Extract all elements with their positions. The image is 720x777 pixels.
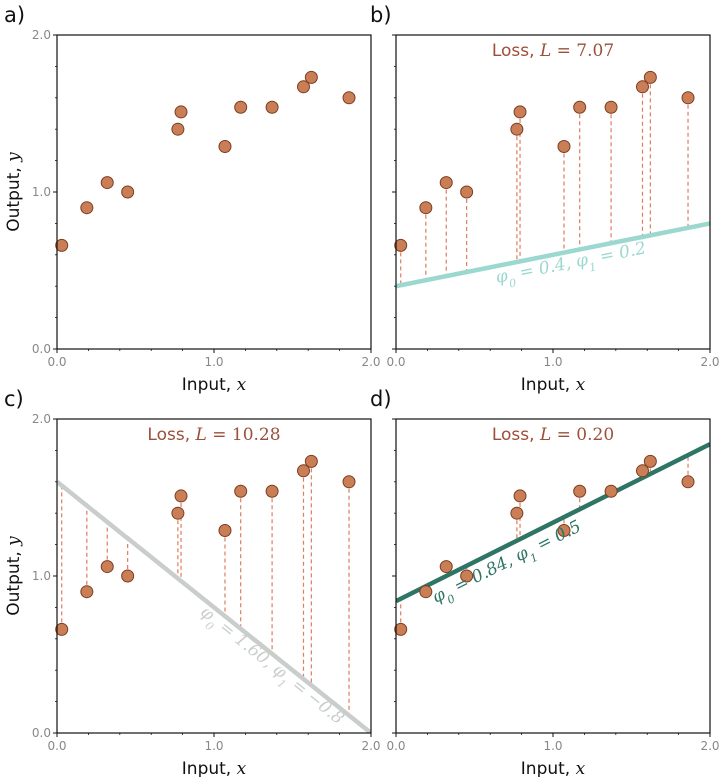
data-point (171, 506, 185, 520)
y-axis-label: Output, y (4, 152, 24, 232)
y-axis-label: Output, y (4, 536, 24, 616)
x-tick-label: 1.0 (543, 355, 562, 369)
x-tick-label: 1.0 (204, 739, 223, 753)
fit-line-label: φ0 = 1.60, φ1 = −0.8 (194, 602, 348, 732)
x-axis-label: Input, x (182, 375, 247, 395)
fit-line (396, 442, 710, 604)
fit-line-label: φ0 = 0.84, φ1 = 0.5 (429, 517, 586, 612)
y-tick-label: 0.0 (32, 726, 51, 740)
x-axis-label: Input, x (521, 759, 586, 777)
panel-letter: d) (370, 387, 392, 411)
data-point (394, 238, 408, 252)
y-tick-label: 1.0 (32, 569, 51, 583)
x-axis-label: Input, x (521, 375, 586, 395)
data-point (265, 484, 279, 498)
data-point (342, 475, 356, 489)
plot-frame (56, 34, 372, 350)
x-tick-label: 0.0 (47, 355, 66, 369)
data-point (604, 484, 618, 498)
data-point (573, 484, 587, 498)
data-point (296, 80, 310, 94)
data-point (439, 176, 453, 190)
data-point (681, 91, 695, 105)
data-point (510, 122, 524, 136)
data-point (174, 489, 188, 503)
data-point (643, 70, 657, 84)
data-point (218, 139, 232, 153)
data-point (643, 454, 657, 468)
data-point (460, 185, 474, 199)
data-point (635, 80, 649, 94)
data-point (100, 560, 114, 574)
data-point (342, 91, 356, 105)
data-point (121, 569, 135, 583)
panel-letter: c) (4, 387, 24, 411)
x-tick-label: 2.0 (361, 355, 380, 369)
data-point (100, 176, 114, 190)
data-point (557, 523, 571, 537)
data-point (171, 122, 185, 136)
data-point (681, 475, 695, 489)
data-point (573, 100, 587, 114)
data-point (80, 201, 94, 215)
data-point (55, 622, 69, 636)
data-point (234, 484, 248, 498)
data-point (80, 585, 94, 599)
loss-text: Loss, L = 10.28 (147, 425, 280, 445)
data-point (419, 201, 433, 215)
data-point (304, 454, 318, 468)
data-point (419, 585, 433, 599)
data-point (234, 100, 248, 114)
data-point (296, 464, 310, 478)
chart-panel-b: b) 0.0 1.0 2.0 Input, x Loss, L = 7.07 φ0 = 0.… (370, 3, 720, 395)
plot-frame (395, 34, 711, 350)
x-tick-label: 0.0 (386, 355, 405, 369)
panel-letter: a) (4, 3, 25, 27)
chart-panel-a: a) 0.0 1.0 2.0 0.0 1.0 2.0 Input, x Output, y (4, 3, 381, 395)
data-point (265, 100, 279, 114)
data-point (174, 105, 188, 119)
chart-panel-c: c) 0.0 1.0 2.0 0.0 1.0 2.0 Input, x Output, y Los… (4, 387, 381, 777)
data-point (513, 105, 527, 119)
y-tick-label: 2.0 (32, 412, 51, 426)
data-point (604, 100, 618, 114)
data-point (439, 560, 453, 574)
x-tick-label: 2.0 (700, 355, 719, 369)
panel-letter: b) (370, 3, 392, 27)
fit-line (396, 221, 710, 289)
plot-frame (56, 418, 372, 734)
chart-panel-d: d) 0.0 1.0 2.0 Input, x Loss, L = 0.20 φ0 = 0.… (370, 387, 720, 777)
x-tick-label: 2.0 (700, 739, 719, 753)
data-point (218, 523, 232, 537)
data-point (304, 70, 318, 84)
y-tick-label: 2.0 (32, 28, 51, 42)
x-tick-label: 1.0 (543, 739, 562, 753)
x-tick-label: 2.0 (361, 739, 380, 753)
fit-line-label: φ0 = 0.4, φ1 = 0.2 (494, 238, 649, 292)
y-tick-label: 1.0 (32, 185, 51, 199)
data-point (510, 506, 524, 520)
y-tick-label: 0.0 (32, 342, 51, 356)
data-point (394, 622, 408, 636)
loss-text: Loss, L = 0.20 (492, 425, 614, 445)
data-point (557, 139, 571, 153)
x-tick-label: 0.0 (47, 739, 66, 753)
x-tick-label: 1.0 (204, 355, 223, 369)
data-point (635, 464, 649, 478)
fit-line (57, 480, 371, 733)
data-point (121, 185, 135, 199)
data-point (513, 489, 527, 503)
x-tick-label: 0.0 (386, 739, 405, 753)
data-point (55, 238, 69, 252)
x-axis-label: Input, x (182, 759, 247, 777)
data-point (460, 569, 474, 583)
loss-text: Loss, L = 7.07 (492, 41, 614, 61)
